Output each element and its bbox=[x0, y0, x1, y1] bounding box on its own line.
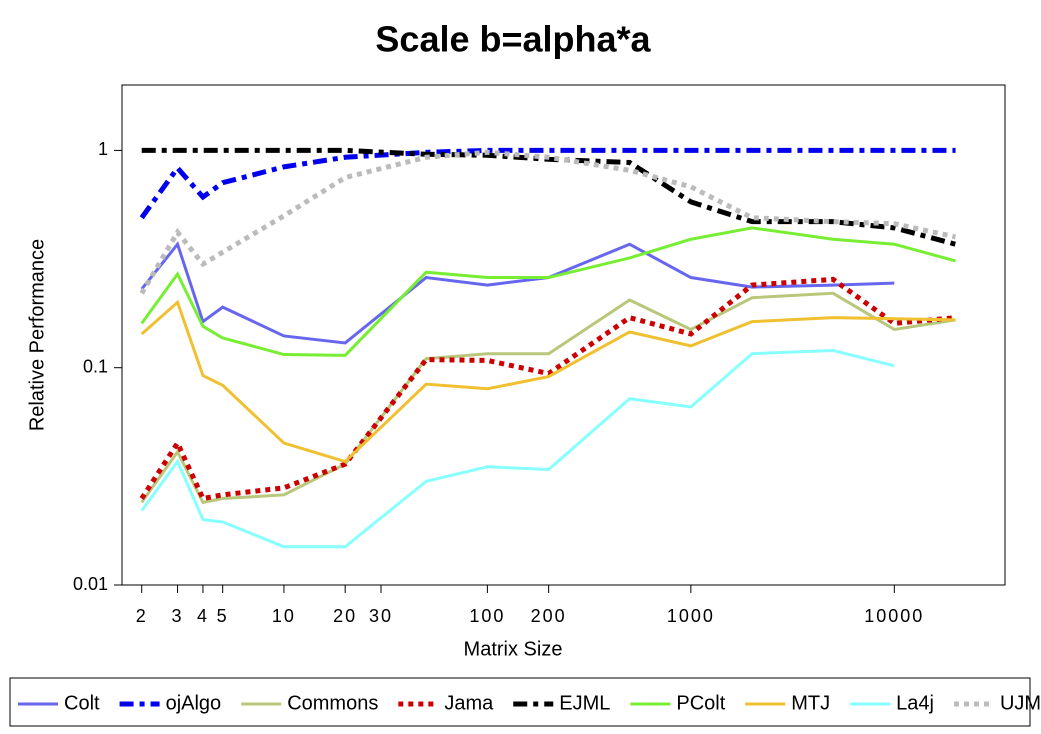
x-tick-label: 100 bbox=[469, 606, 505, 626]
series-line bbox=[139, 276, 956, 502]
y-axis-label: Relative Performance bbox=[26, 239, 48, 431]
series-line bbox=[141, 147, 957, 247]
x-tick-label: 10 bbox=[272, 606, 296, 626]
x-tick-label: 4 bbox=[197, 606, 209, 626]
series-line bbox=[140, 241, 895, 345]
y-tick-label: 1 bbox=[98, 139, 108, 159]
legend-label: Commons bbox=[287, 692, 378, 714]
legend-label: UJMP bbox=[1000, 692, 1041, 714]
legend-label: EJML bbox=[559, 692, 610, 714]
series-line bbox=[139, 149, 957, 295]
legend-label: PColt bbox=[676, 692, 725, 714]
series-line bbox=[140, 291, 956, 505]
x-tick-label: 30 bbox=[369, 606, 393, 626]
series-line bbox=[140, 348, 895, 549]
legend-label: Jama bbox=[444, 692, 494, 714]
legend-box bbox=[9, 677, 1031, 727]
plot-frame bbox=[121, 84, 1006, 586]
chart-title: Scale b=alpha*a bbox=[375, 19, 651, 60]
x-tick-label: 20 bbox=[333, 606, 357, 626]
legend-label: Colt bbox=[64, 692, 100, 714]
series-line bbox=[140, 226, 956, 357]
legend-label: La4j bbox=[896, 692, 934, 714]
legend-label: ojAlgo bbox=[166, 692, 222, 714]
x-tick-label: 2 bbox=[136, 606, 148, 626]
x-tick-label: 200 bbox=[531, 606, 567, 626]
legend-label: MTJ bbox=[791, 692, 830, 714]
x-tick-label: 5 bbox=[217, 606, 229, 626]
x-tick-label: 1000 bbox=[667, 606, 715, 626]
y-tick-label: 0.01 bbox=[73, 574, 108, 594]
x-axis-label: Matrix Size bbox=[464, 638, 563, 660]
y-tick-label: 0.1 bbox=[83, 356, 108, 376]
series-line bbox=[140, 299, 956, 464]
x-tick-label: 3 bbox=[172, 606, 184, 626]
x-tick-label: 10000 bbox=[864, 606, 924, 626]
